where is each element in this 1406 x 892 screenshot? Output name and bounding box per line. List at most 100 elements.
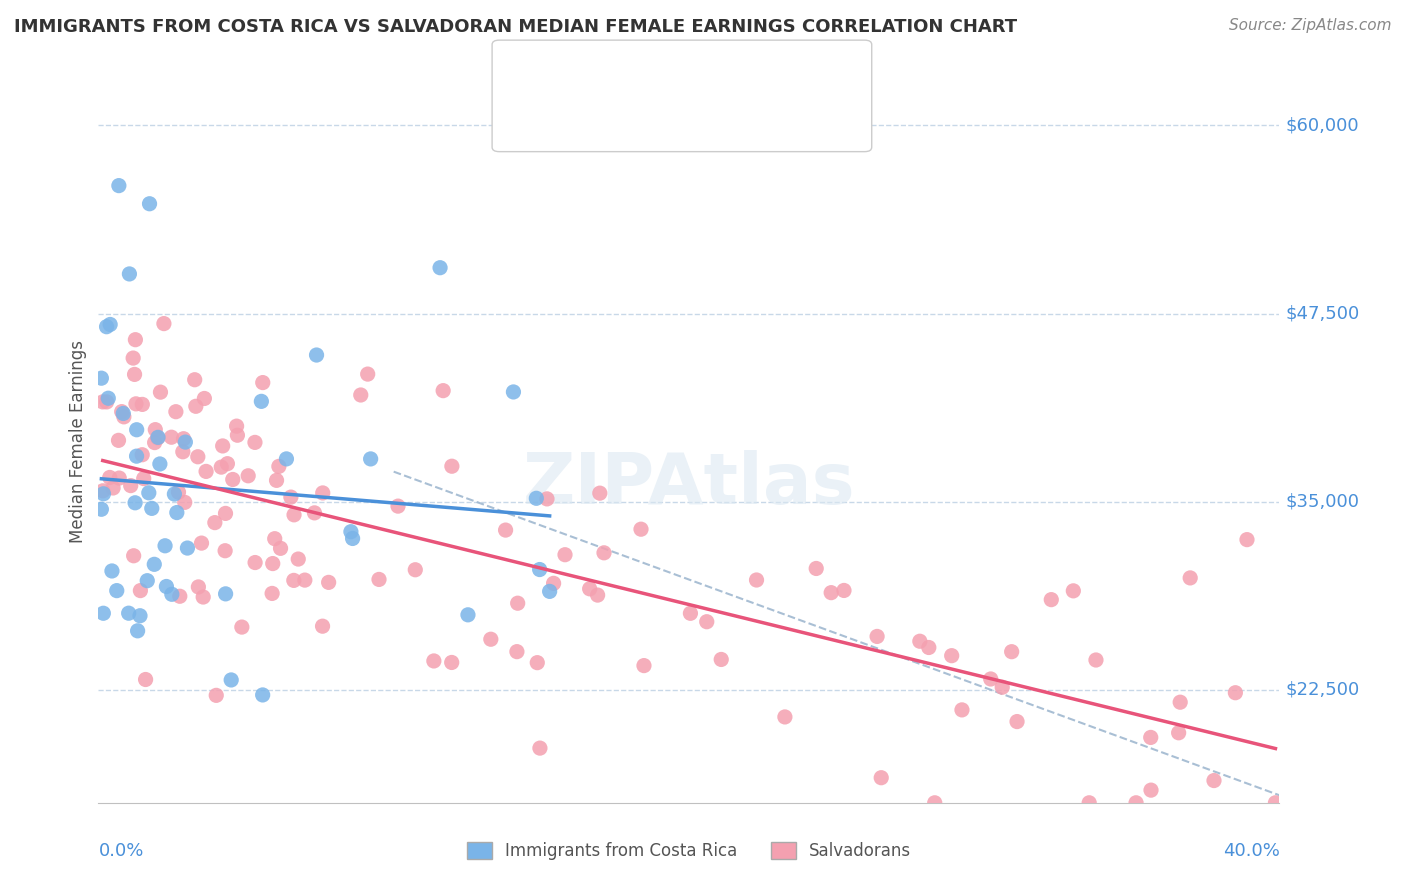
- Point: [91, 483, 114, 498]
- Point: [526, 656, 548, 670]
- Point: [112, 407, 135, 421]
- Point: [160, 587, 183, 601]
- Point: [270, 541, 292, 556]
- Point: [593, 546, 616, 560]
- Point: [980, 672, 1002, 686]
- Text: $22,500: $22,500: [1285, 681, 1360, 699]
- Point: [118, 267, 141, 281]
- Point: [112, 409, 135, 424]
- Point: [122, 351, 145, 365]
- Point: [118, 606, 141, 620]
- Point: [153, 539, 176, 553]
- Point: [217, 457, 239, 471]
- Point: [127, 624, 149, 638]
- Point: [187, 580, 209, 594]
- Point: [311, 619, 333, 633]
- Point: [120, 478, 142, 492]
- Point: [276, 451, 298, 466]
- Point: [457, 607, 479, 622]
- Point: [589, 486, 612, 500]
- Point: [1139, 731, 1161, 745]
- Point: [283, 574, 305, 588]
- Point: [1084, 653, 1107, 667]
- Point: [96, 319, 118, 334]
- Point: [263, 532, 285, 546]
- Point: [195, 464, 218, 478]
- Point: [820, 585, 842, 599]
- Point: [136, 574, 159, 588]
- Point: [1040, 592, 1063, 607]
- Point: [318, 575, 340, 590]
- Text: 127: 127: [662, 110, 700, 128]
- Point: [1140, 783, 1163, 797]
- Point: [586, 588, 609, 602]
- Point: [98, 318, 121, 332]
- Point: [340, 524, 363, 539]
- Point: [950, 703, 973, 717]
- Point: [479, 632, 502, 647]
- Point: [125, 423, 148, 437]
- Point: [432, 384, 454, 398]
- Point: [222, 473, 245, 487]
- Point: [174, 435, 197, 450]
- Point: [124, 368, 146, 382]
- Point: [679, 607, 702, 621]
- Point: [141, 501, 163, 516]
- Point: [211, 439, 233, 453]
- Point: [832, 583, 855, 598]
- Point: [630, 522, 652, 536]
- Point: [1168, 695, 1191, 709]
- Point: [165, 405, 187, 419]
- Point: [146, 430, 169, 444]
- Point: [98, 470, 121, 484]
- Point: [262, 557, 284, 571]
- Point: [90, 502, 112, 516]
- Point: [129, 583, 152, 598]
- Point: [129, 608, 152, 623]
- Point: [187, 450, 209, 464]
- Text: R =: R =: [537, 110, 576, 128]
- Point: [305, 348, 328, 362]
- Point: [304, 506, 326, 520]
- Point: [243, 556, 266, 570]
- Point: [173, 432, 195, 446]
- Point: [131, 448, 153, 462]
- Point: [111, 404, 134, 418]
- Point: [941, 648, 963, 663]
- Point: [204, 516, 226, 530]
- Point: [93, 487, 115, 501]
- Y-axis label: Median Female Earnings: Median Female Earnings: [69, 340, 87, 543]
- Point: [924, 796, 946, 810]
- Point: [991, 680, 1014, 694]
- Point: [153, 317, 176, 331]
- Point: [350, 388, 373, 402]
- Point: [124, 333, 146, 347]
- Text: ZIPAtlas: ZIPAtlas: [523, 450, 855, 519]
- Point: [360, 451, 382, 466]
- Point: [131, 397, 153, 411]
- Point: [1202, 773, 1225, 788]
- Point: [918, 640, 941, 655]
- Point: [166, 506, 188, 520]
- Point: [1062, 583, 1084, 598]
- Text: R =: R =: [537, 62, 576, 79]
- Point: [870, 771, 893, 785]
- Point: [524, 491, 547, 506]
- Point: [91, 607, 114, 621]
- Point: [529, 741, 551, 756]
- Text: 0.0%: 0.0%: [98, 842, 143, 860]
- Point: [125, 449, 148, 463]
- Point: [696, 615, 718, 629]
- Point: [214, 543, 236, 558]
- Point: [506, 596, 529, 610]
- Point: [225, 419, 247, 434]
- Point: [193, 590, 215, 604]
- Point: [1264, 796, 1286, 810]
- Point: [172, 444, 194, 458]
- Point: [806, 561, 828, 575]
- Point: [578, 582, 600, 596]
- Point: [312, 486, 335, 500]
- Point: [506, 645, 529, 659]
- Point: [105, 583, 128, 598]
- Point: [124, 496, 146, 510]
